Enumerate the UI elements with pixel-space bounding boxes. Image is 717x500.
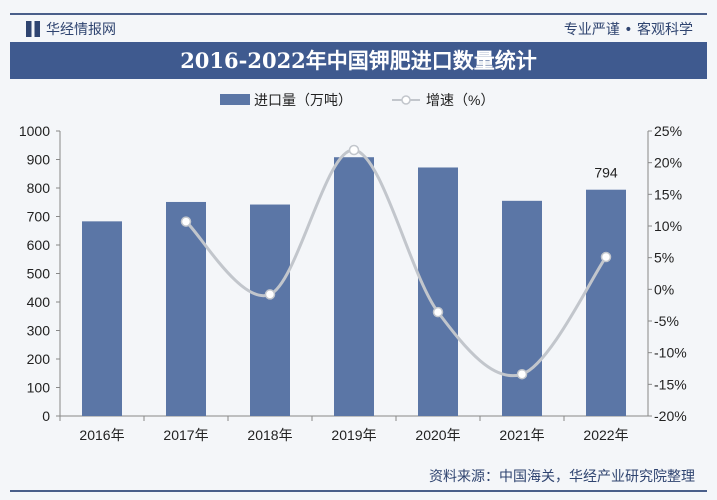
- growth-point: [348, 144, 360, 156]
- data-label: 794: [594, 165, 618, 181]
- growth-point: [432, 306, 444, 318]
- left-tick-label: 700: [27, 209, 51, 225]
- left-tick-label: 300: [27, 323, 51, 339]
- right-tick-label: -5%: [654, 313, 679, 329]
- x-tick-label: 2022年: [583, 427, 628, 443]
- left-tick-label: 500: [27, 266, 51, 282]
- legend-label-growth: 增速（%）: [426, 92, 494, 108]
- left-tick-label: 600: [27, 237, 51, 253]
- left-tick-label: 0: [42, 408, 50, 424]
- bar-2017年: [166, 201, 206, 416]
- left-tick-label: 1000: [19, 123, 50, 139]
- growth-point: [264, 289, 276, 300]
- right-tick-label: 25%: [654, 123, 682, 139]
- right-tick-label: 10%: [654, 218, 682, 234]
- brand-name: 华经情报网: [46, 22, 116, 38]
- slogan: 专业严谨 • 客观科学: [563, 22, 693, 38]
- chart-title: 2016-2022年中国钾肥进口数量统计: [10, 42, 707, 79]
- legend-label-volume: 进口量（万吨）: [254, 92, 352, 108]
- left-tick-label: 400: [27, 294, 51, 310]
- right-tick-label: 15%: [654, 186, 682, 202]
- x-tick-label: 2020年: [415, 427, 460, 443]
- x-tick-label: 2018年: [247, 427, 292, 443]
- legend-bar-swatch: [220, 94, 250, 105]
- right-tick-label: 20%: [654, 155, 682, 171]
- bar-2016年: [82, 221, 122, 416]
- x-tick-label: 2019年: [331, 427, 376, 443]
- bar-2019年: [334, 157, 374, 416]
- source-note: 资料来源：中国海关，华经产业研究院整理: [429, 469, 695, 485]
- left-tick-label: 800: [27, 180, 51, 196]
- left-tick-label: 900: [27, 152, 51, 168]
- bar-2020年: [418, 167, 458, 416]
- x-tick-label: 2021年: [499, 427, 544, 443]
- bar-2022年: [586, 189, 626, 416]
- bottom-divider: [10, 490, 707, 492]
- right-tick-label: 5%: [654, 250, 674, 266]
- x-tick-label: 2016年: [79, 427, 124, 443]
- right-tick-label: 0%: [654, 281, 674, 297]
- growth-point: [600, 251, 612, 263]
- right-tick-label: -15%: [654, 376, 687, 392]
- right-tick-label: -20%: [654, 408, 687, 424]
- legend-line-marker: [401, 95, 411, 105]
- growth-point: [180, 216, 192, 227]
- right-tick-label: -10%: [654, 345, 687, 361]
- logo-icon: [26, 21, 40, 37]
- top-divider: [10, 13, 707, 15]
- bar-2021年: [502, 200, 542, 416]
- growth-line: [184, 148, 608, 378]
- brand: 华经情报网: [26, 19, 116, 39]
- left-tick-label: 200: [27, 351, 51, 367]
- bar-2018年: [250, 204, 290, 416]
- x-tick-label: 2017年: [163, 427, 208, 443]
- growth-point: [516, 368, 528, 380]
- left-tick-label: 100: [27, 380, 51, 396]
